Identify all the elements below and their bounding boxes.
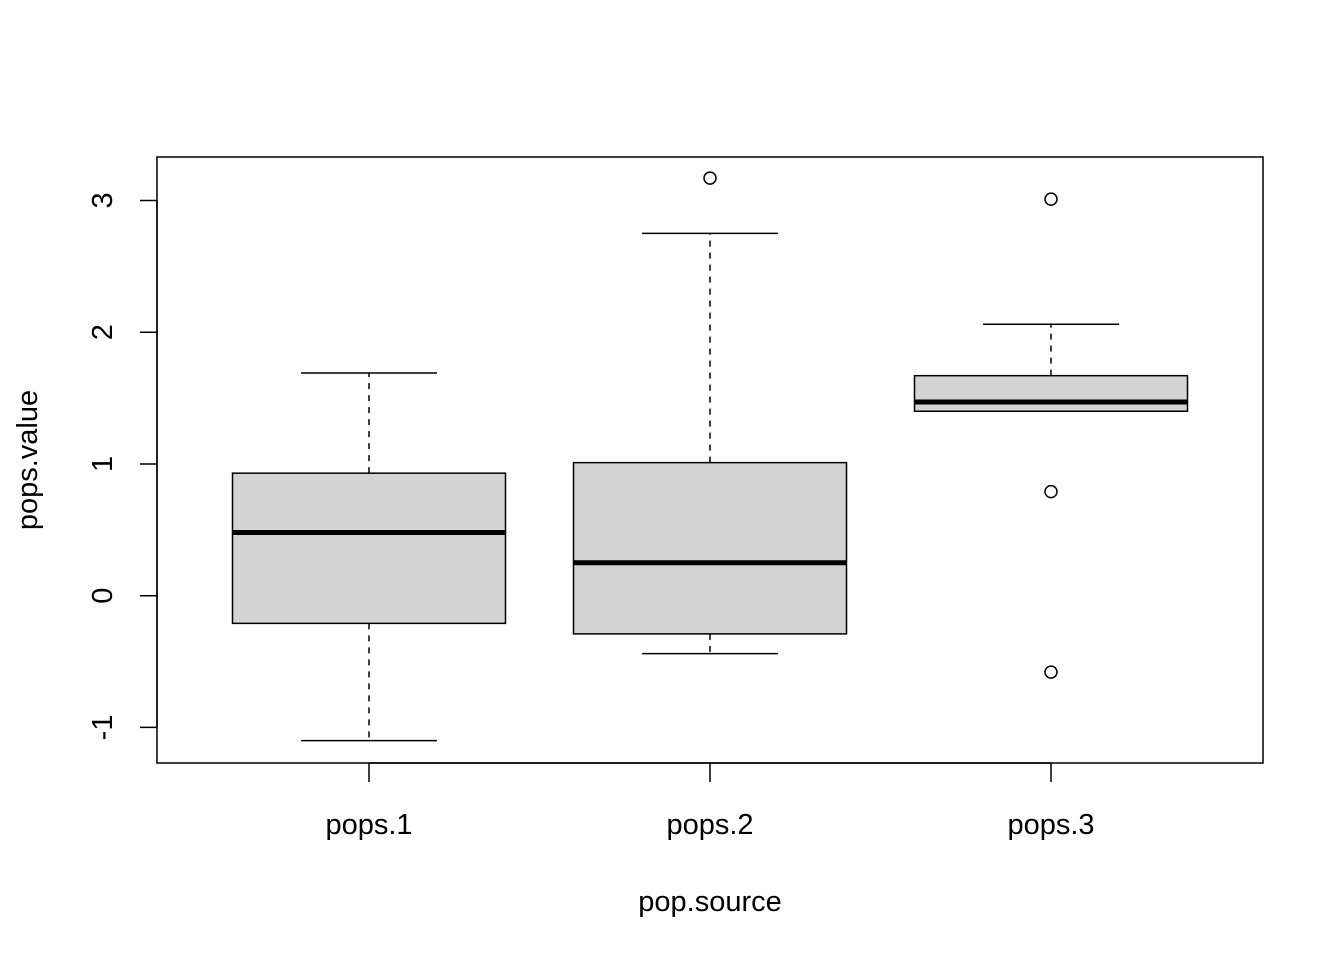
x-tick-label: pops.3 — [1007, 809, 1094, 841]
box-iqr — [572, 461, 848, 635]
x-tick-label: pops.1 — [325, 809, 412, 841]
y-axis: -1 0 1 2 3 — [87, 192, 158, 741]
y-tick-label: 2 — [87, 324, 119, 340]
y-tick-label: 0 — [87, 588, 119, 604]
box-pops.3 — [913, 192, 1189, 679]
box-pops.2 — [572, 171, 848, 655]
y-tick-label: -1 — [87, 715, 119, 741]
box-iqr — [231, 472, 507, 625]
y-tick-label: 1 — [87, 456, 119, 472]
box-iqr — [913, 374, 1189, 413]
x-axis: pops.1 pops.2 pops.3 — [325, 762, 1095, 841]
outlier-point — [1044, 484, 1058, 499]
box-pops.1 — [231, 372, 507, 742]
outlier-point — [1044, 192, 1058, 206]
y-axis-label: pops.value — [12, 390, 44, 530]
outlier-point — [703, 171, 717, 185]
boxes — [231, 171, 1189, 742]
x-axis-label: pop.source — [638, 886, 782, 918]
y-tick-label: 3 — [87, 192, 119, 208]
outlier-point — [1044, 665, 1058, 679]
x-tick-label: pops.2 — [666, 809, 753, 841]
